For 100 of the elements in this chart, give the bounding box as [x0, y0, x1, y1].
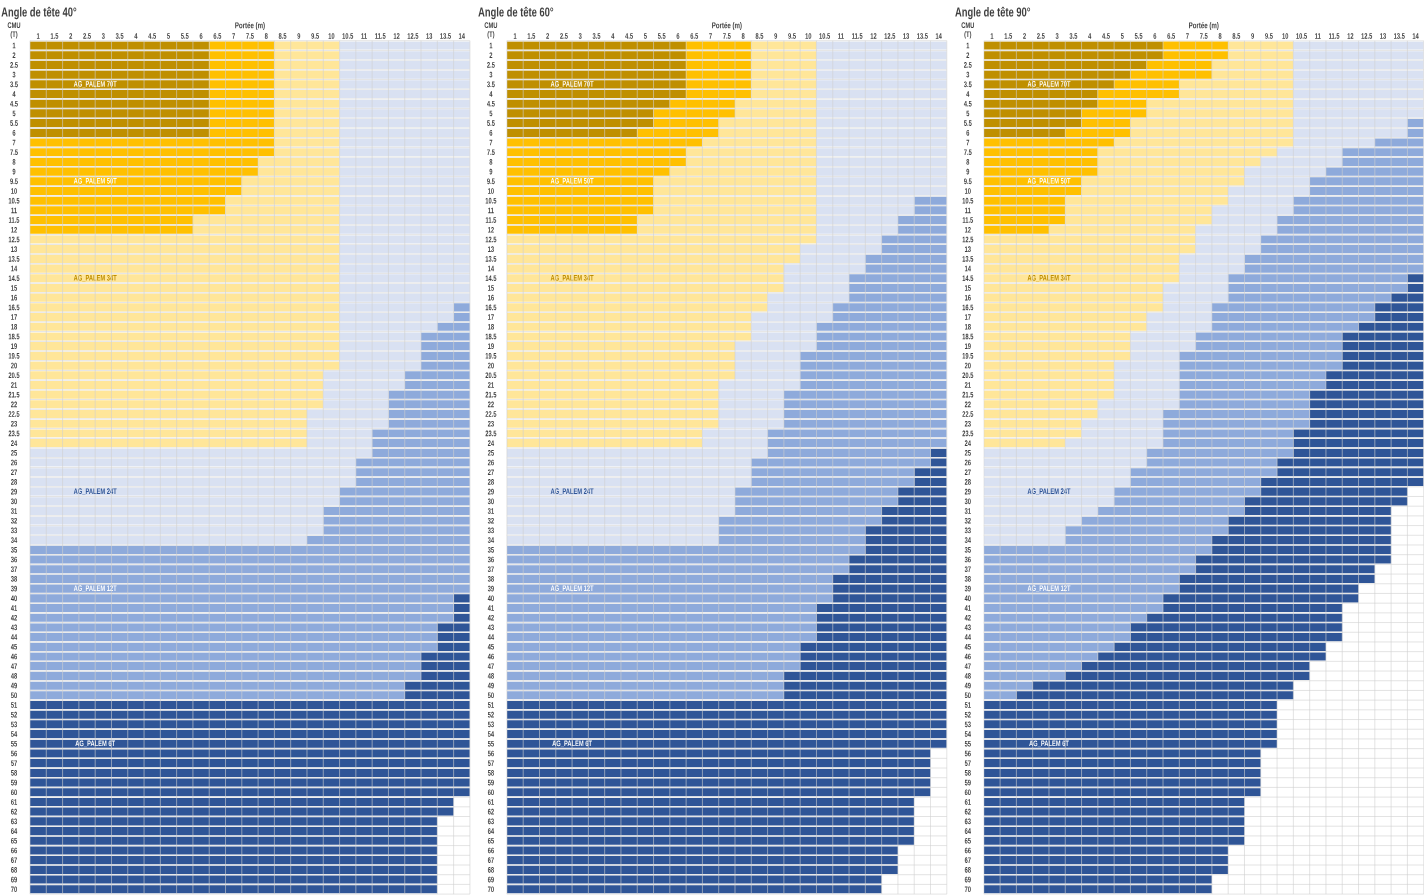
y-tick-label: 16	[488, 294, 494, 301]
y-tick-label: 8	[489, 159, 493, 165]
x-axis-title: Portée (m)	[235, 22, 265, 31]
y-tick-label: 48	[964, 673, 971, 679]
y-tick-label: 59	[487, 779, 494, 786]
y-tick-label: 56	[10, 750, 17, 757]
y-tick-label: 63	[11, 818, 17, 825]
y-tick-label: 52	[10, 711, 17, 718]
series-label: AG_PALEM 34T	[73, 275, 117, 282]
x-tick-label: 7	[232, 33, 236, 39]
y-tick-label: 58	[10, 770, 18, 776]
y-tick-label: 59	[964, 779, 971, 786]
y-tick-label: 21.5	[485, 391, 497, 398]
x-tick-label: 10.5	[1296, 33, 1307, 39]
y-tick-label: 48	[10, 673, 18, 679]
x-tick-label: 8	[264, 33, 268, 39]
y-tick-label: 41	[964, 605, 971, 611]
y-tick-label: 69	[11, 876, 17, 883]
y-tick-label: 28	[487, 479, 494, 485]
x-tick-label: 12.5	[884, 33, 896, 39]
y-tick-label: 46	[964, 653, 971, 660]
y-tick-label: 30	[964, 498, 971, 505]
series-label: AG_PALEM 34T	[1027, 275, 1071, 282]
y-tick-label: 66	[964, 847, 971, 854]
y-tick-label: 49	[964, 682, 971, 689]
x-tick-label: 2.5	[560, 33, 568, 39]
y-tick-label: 9.5	[10, 178, 18, 185]
y-tick-label: 22.5	[8, 411, 20, 417]
x-tick-label: 6	[199, 33, 203, 39]
y-tick-label: 16.5	[962, 304, 974, 311]
y-tick-label: 8	[966, 159, 970, 165]
y-tick-label: 41	[10, 605, 18, 611]
y-tick-label: 42	[964, 615, 971, 621]
y-tick-label: 13.5	[962, 256, 974, 262]
y-tick-label: 5	[489, 110, 493, 117]
y-tick-label: 10.5	[8, 197, 20, 204]
y-tick-label: 42	[487, 615, 494, 621]
y-tick-label: 24	[487, 440, 495, 447]
x-tick-label: 4.5	[1102, 33, 1110, 39]
y-tick-label: 68	[964, 867, 971, 873]
y-tick-label: 31	[487, 508, 494, 514]
y-tick-label: 31	[10, 508, 18, 514]
y-tick-label: 31	[964, 508, 971, 514]
y-tick-label: 13.5	[485, 256, 497, 262]
y-tick-label: 9	[966, 168, 970, 175]
y-tick-label: 10.5	[485, 197, 497, 204]
y-tick-label: 20	[964, 362, 971, 369]
y-tick-label: 23	[11, 421, 17, 427]
y-tick-label: 46	[487, 653, 494, 660]
x-tick-label: 5.5	[657, 33, 666, 39]
y-tick-label: 10.5	[962, 197, 974, 204]
x-tick-label: 13	[426, 33, 433, 39]
y-tick-label: 69	[964, 876, 971, 883]
y-tick-label: 48	[487, 673, 494, 679]
x-tick-label: 10.5	[342, 33, 354, 39]
y-tick-label: 56	[964, 750, 971, 757]
y-tick-label: 56	[487, 750, 494, 757]
y-tick-label: 20.5	[8, 372, 20, 379]
x-tick-label: 3	[578, 33, 582, 39]
y-axis-title: CMU (T)	[961, 22, 975, 39]
series-label: AG_PALEM 24T	[1027, 488, 1071, 496]
y-tick-label: 22.5	[962, 411, 974, 417]
y-tick-label: 5.5	[487, 120, 495, 126]
x-tick-label: 8.5	[278, 33, 287, 39]
x-tick-label: 2	[546, 33, 549, 39]
series-label: AG_PALEM 70T	[1027, 81, 1071, 88]
y-tick-label: 19.5	[485, 353, 497, 359]
x-axis-title: Portée (m)	[1189, 22, 1219, 31]
y-tick-label: 40	[964, 595, 971, 602]
series-label: AG_PALEM 50T	[1027, 178, 1071, 185]
y-tick-label: 33	[487, 527, 494, 534]
y-tick-label: 67	[964, 857, 971, 864]
x-tick-label: 9	[297, 33, 301, 39]
y-tick-label: 19	[11, 343, 17, 350]
y-axis-title: CMU (T)	[7, 22, 21, 39]
y-tick-label: 21	[964, 382, 971, 388]
y-tick-label: 15	[964, 285, 971, 291]
y-tick-label: 18.5	[962, 333, 974, 340]
y-tick-label: 38	[10, 576, 18, 582]
y-tick-label: 55	[964, 741, 971, 747]
y-tick-label: 3.5	[487, 81, 495, 88]
series-label: AG_PALEM 70T	[73, 81, 117, 88]
x-tick-label: 2	[69, 33, 73, 39]
y-tick-label: 28	[964, 479, 971, 485]
x-tick-label: 5	[1120, 33, 1124, 39]
y-tick-label: 5.5	[963, 120, 972, 126]
y-tick-label: 9.5	[964, 178, 972, 185]
y-tick-label: 19.5	[8, 353, 20, 359]
y-tick-label: 2	[966, 52, 970, 59]
y-tick-label: 58	[964, 770, 971, 776]
series-label: AG_PALEM 12T	[1027, 585, 1071, 592]
y-tick-label: 30	[487, 498, 494, 505]
y-tick-label: 47	[10, 663, 17, 670]
y-tick-label: 3	[489, 71, 493, 78]
series-label: AG_PALEM 6T	[1029, 740, 1069, 748]
y-tick-label: 4	[489, 91, 493, 97]
x-tick-label: 11	[1315, 33, 1321, 39]
y-tick-label: 43	[10, 624, 17, 631]
y-tick-label: 49	[10, 682, 17, 689]
y-tick-label: 39	[10, 585, 17, 592]
